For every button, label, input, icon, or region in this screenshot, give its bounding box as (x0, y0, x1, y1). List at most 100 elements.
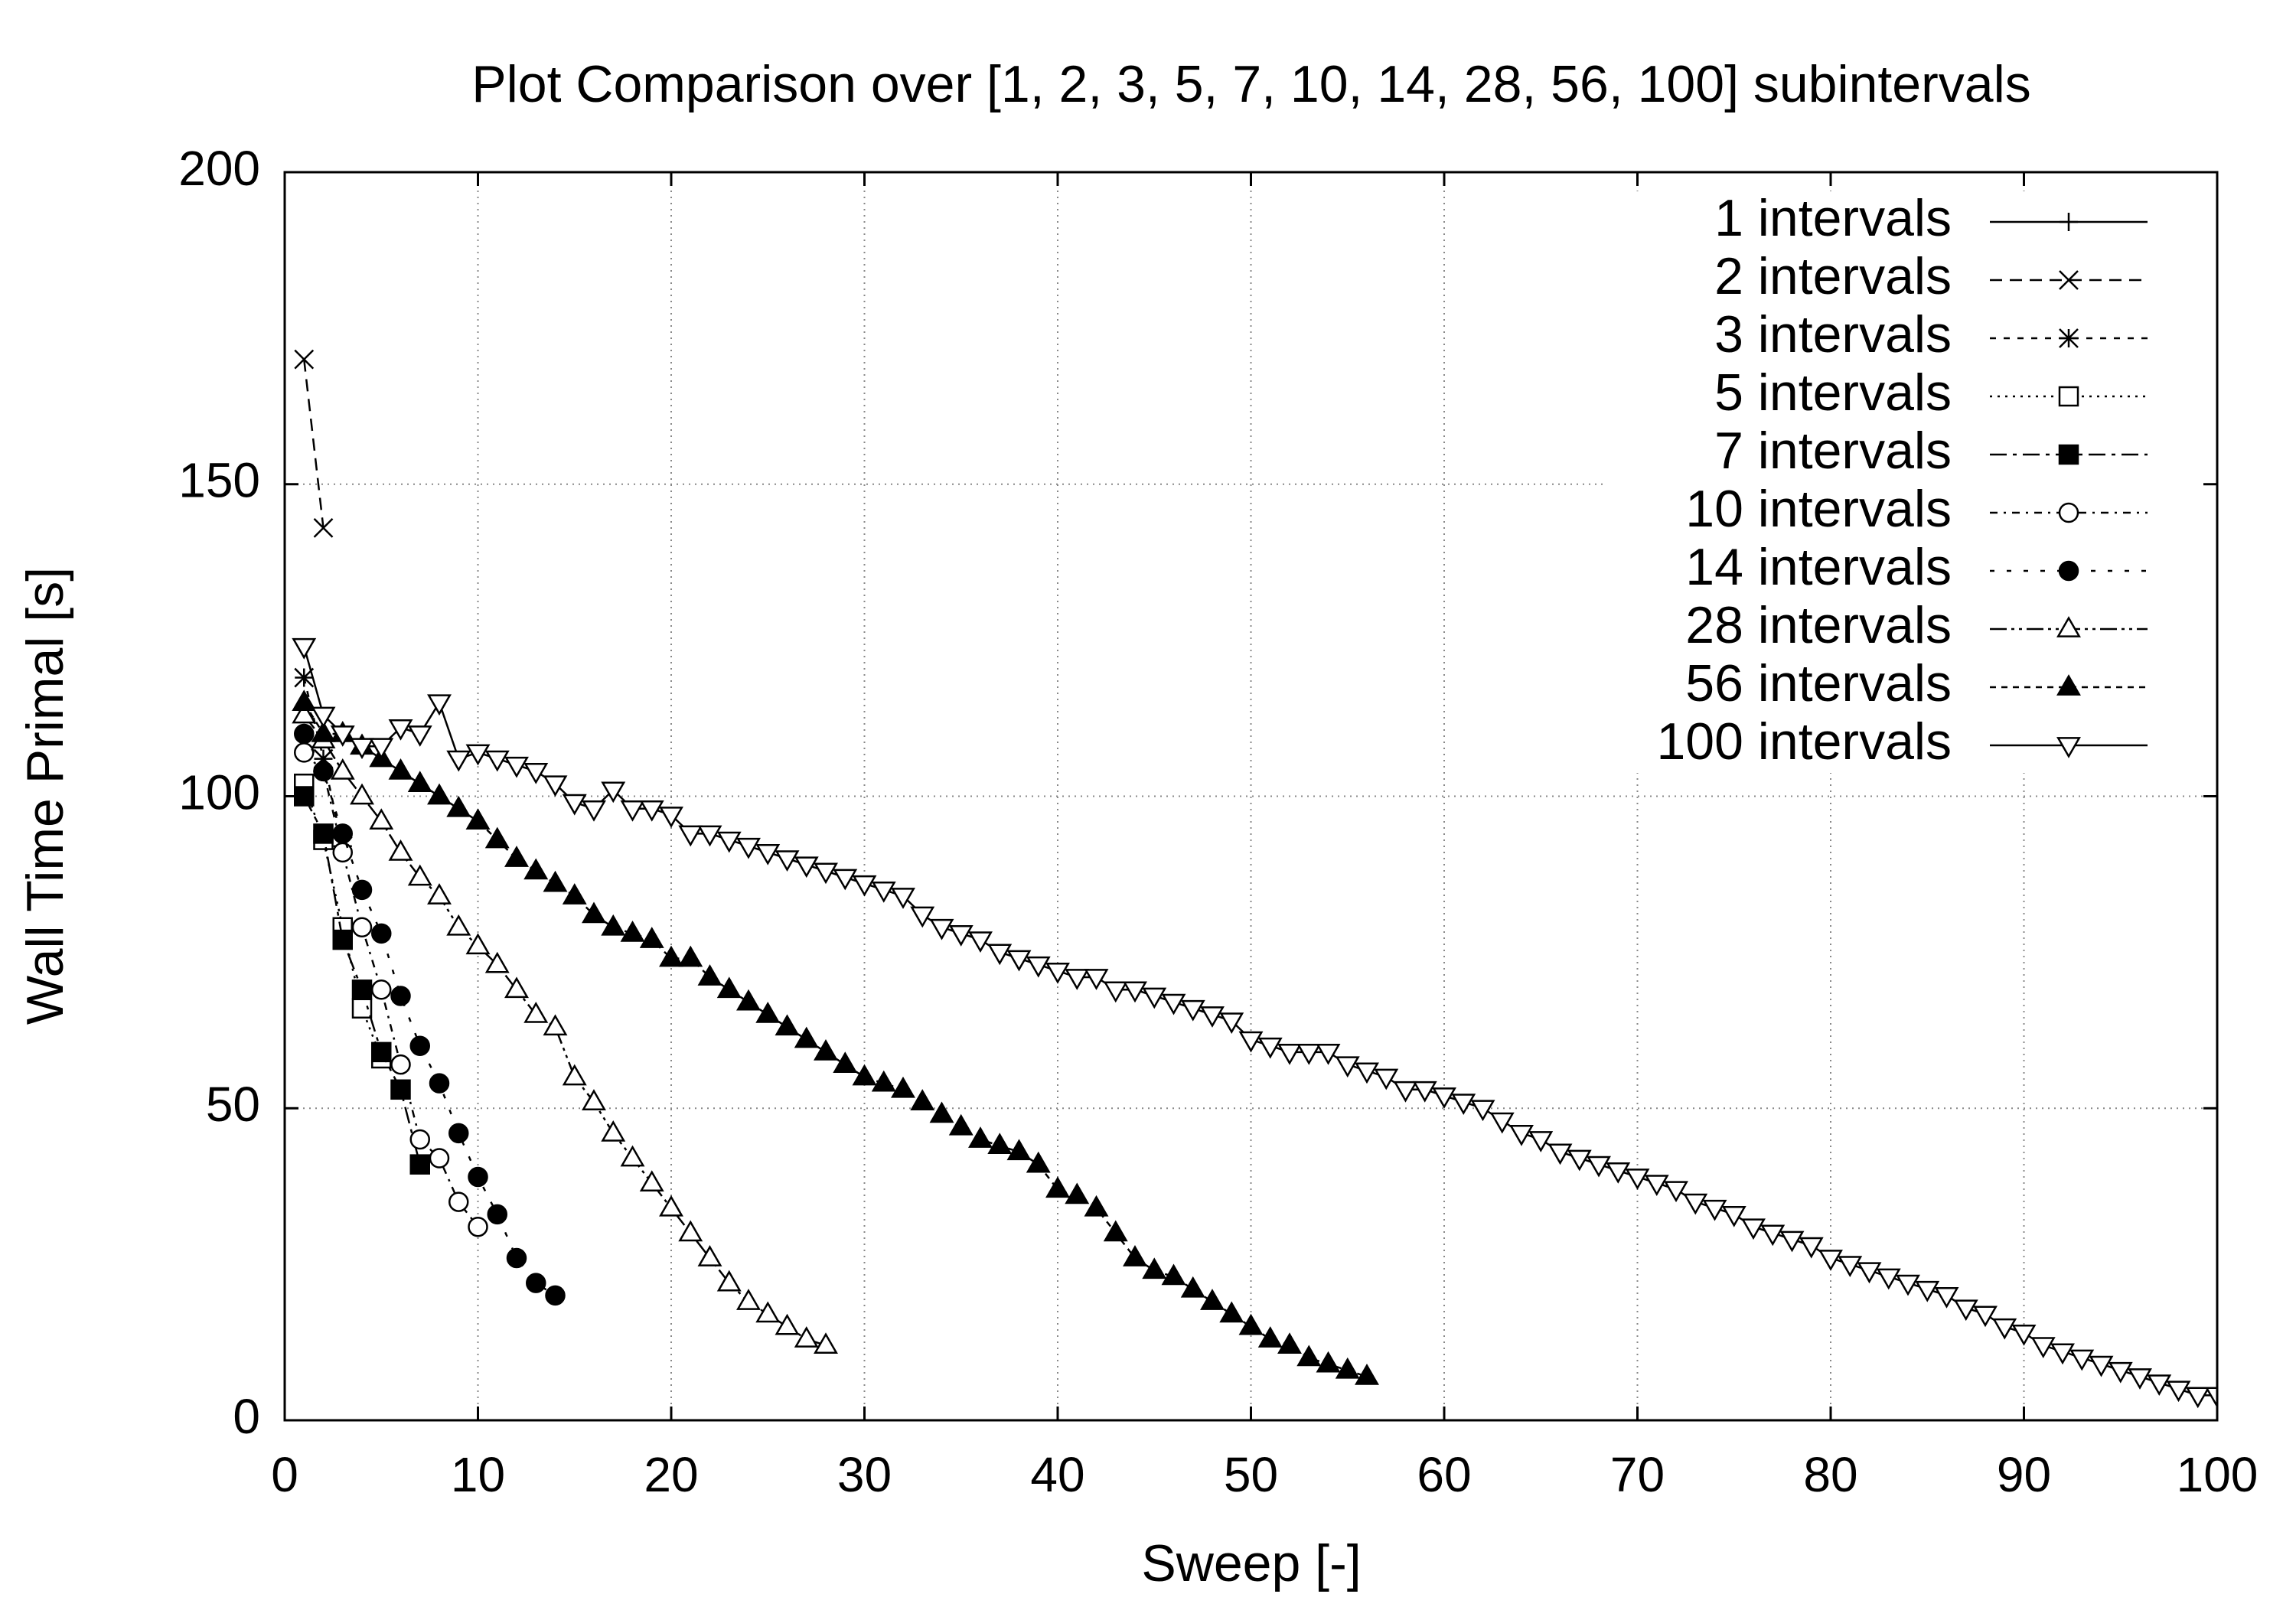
x-tick-label: 40 (1030, 1447, 1084, 1502)
point-marker (620, 1145, 645, 1167)
point-marker (351, 980, 373, 1000)
point-marker (833, 869, 858, 891)
point-marker (2205, 1387, 2217, 1409)
y-tick-label: 100 (178, 764, 260, 820)
point-marker (313, 517, 334, 538)
point-marker (330, 725, 355, 747)
point-marker (427, 694, 452, 716)
point-marker (409, 1129, 430, 1150)
x-tick-label: 60 (1417, 1447, 1471, 1502)
point-marker (311, 721, 336, 742)
point-marker (736, 989, 761, 1011)
point-marker (794, 856, 819, 878)
point-marker (1219, 1012, 1244, 1034)
point-marker (388, 719, 413, 741)
y-tick-label: 150 (178, 453, 260, 508)
point-marker (697, 1245, 722, 1266)
point-marker (1161, 993, 1186, 1015)
point-marker (659, 945, 683, 967)
point-marker (468, 1216, 488, 1237)
legend-label: 56 intervals (1685, 654, 1952, 712)
point-marker (1084, 969, 1109, 990)
point-marker (871, 881, 896, 903)
point-marker (1238, 1313, 1264, 1335)
point-marker (371, 923, 392, 944)
point-marker (526, 1273, 546, 1293)
point-marker (1296, 1345, 1322, 1367)
point-marker (1664, 1181, 1688, 1203)
point-marker (1702, 1199, 1727, 1221)
point-marker (390, 986, 411, 1006)
point-marker (1953, 1299, 1978, 1322)
point-marker (2011, 1324, 2037, 1346)
plot-frame (283, 171, 2219, 1422)
point-marker (543, 870, 568, 892)
point-marker (775, 1313, 800, 1335)
point-marker (562, 1064, 587, 1086)
point-marker (601, 1120, 626, 1142)
point-marker (1625, 1169, 1650, 1190)
point-marker (987, 944, 1013, 966)
point-marker (2056, 616, 2081, 637)
point-marker (659, 807, 683, 828)
point-marker (1992, 1318, 2017, 1340)
series-line (303, 783, 383, 1059)
chart-title: Plot Comparison over [1, 2, 3, 5, 7, 10,… (471, 55, 2030, 113)
point-marker (639, 800, 664, 822)
point-marker (2056, 674, 2081, 696)
point-marker (987, 1133, 1013, 1155)
axes: 0 10 20 30 40 50 60 70 80 90 100 0 50 100 150 200 (178, 141, 2258, 1502)
point-marker (2166, 1380, 2191, 1403)
point-marker (2058, 502, 2079, 523)
point-marker (330, 758, 355, 780)
point-marker (448, 1123, 469, 1144)
point-marker (543, 1014, 568, 1036)
point-marker (1200, 1289, 1225, 1310)
point-marker (1238, 1031, 1264, 1053)
point-marker (1026, 1151, 1051, 1173)
point-marker (388, 758, 413, 780)
point-marker (429, 1073, 450, 1094)
point-marker (351, 879, 373, 901)
point-marker (332, 842, 353, 863)
point-marker (294, 667, 315, 688)
point-marker (929, 918, 954, 940)
point-marker (1548, 1143, 1573, 1165)
point-marker (2058, 444, 2079, 465)
point-marker (2058, 386, 2079, 407)
point-marker (332, 823, 353, 844)
point-marker (2185, 1387, 2210, 1409)
point-marker (1509, 1125, 1534, 1146)
point-marker (446, 795, 471, 817)
point-marker (427, 883, 452, 905)
point-marker (1644, 1175, 1669, 1197)
legend-label: 7 intervals (1714, 422, 1952, 480)
x-tick-label: 10 (451, 1447, 505, 1502)
point-marker (639, 927, 664, 948)
point-marker (1799, 1237, 1824, 1259)
point-marker (1528, 1131, 1554, 1152)
point-marker (1973, 1305, 1998, 1328)
point-marker (755, 1301, 781, 1323)
point-marker (504, 756, 529, 778)
point-marker (562, 883, 587, 905)
point-marker (1296, 1044, 1322, 1065)
point-marker (1006, 950, 1032, 972)
point-marker (294, 723, 315, 745)
point-marker (678, 825, 703, 847)
point-marker (1760, 1224, 1786, 1247)
point-marker (929, 1101, 954, 1123)
point-marker (1470, 1100, 1495, 1122)
point-marker (484, 951, 510, 973)
point-marker (523, 763, 549, 784)
point-marker (545, 1285, 566, 1306)
point-marker (2128, 1368, 2152, 1390)
point-marker (678, 945, 703, 967)
point-marker (484, 750, 510, 772)
point-marker (523, 858, 549, 880)
point-marker (1896, 1274, 1920, 1296)
point-marker (351, 917, 373, 938)
point-marker (2030, 1337, 2056, 1359)
point-marker (543, 775, 568, 797)
